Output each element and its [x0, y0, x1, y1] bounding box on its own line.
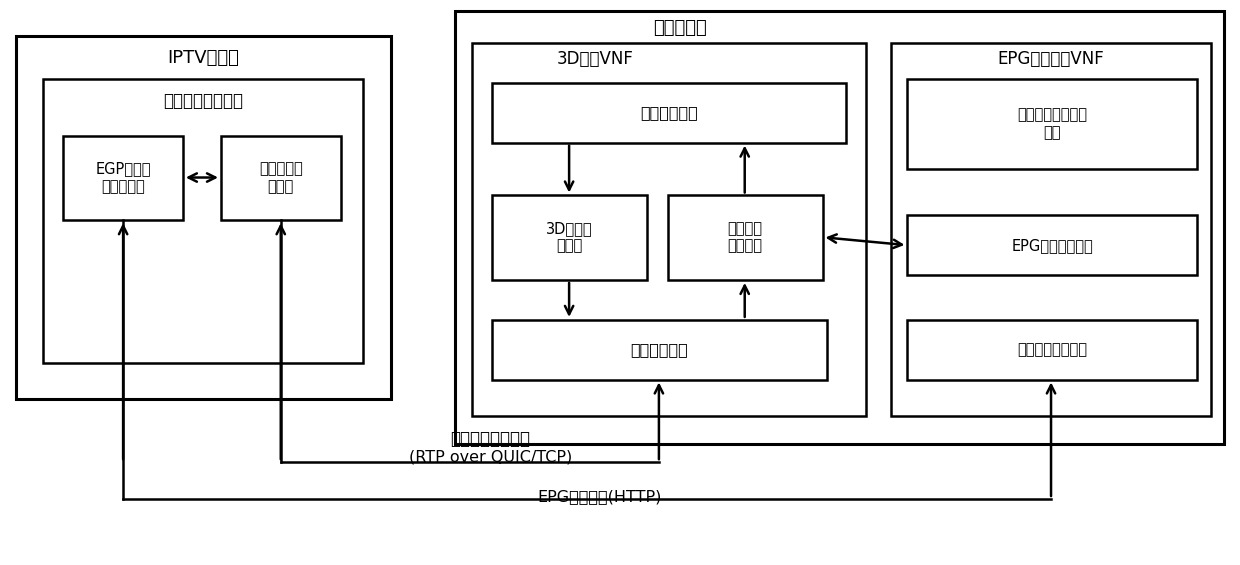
Text: 虚拟机顶盒: 虚拟机顶盒	[653, 19, 707, 37]
Bar	[492, 320, 827, 380]
Text: 操控命令
解析模块: 操控命令 解析模块	[727, 221, 763, 254]
Bar	[492, 83, 847, 143]
Text: 流化业务交互通道: 流化业务交互通道	[450, 430, 531, 448]
Bar	[221, 136, 341, 220]
Text: 3D流化处
理模块: 3D流化处 理模块	[546, 221, 593, 254]
Text: (RTP over QUIC/TCP): (RTP over QUIC/TCP)	[409, 450, 572, 464]
Text: 数据收发模块: 数据收发模块	[630, 342, 688, 357]
Bar	[892, 43, 1210, 416]
Text: EGP交互逻
辑处理模块: EGP交互逻 辑处理模块	[95, 162, 151, 194]
Text: 业务应用模块: 业务应用模块	[640, 105, 698, 120]
Bar	[908, 320, 1197, 380]
Bar	[16, 36, 391, 399]
Text: IPTV机顶盒: IPTV机顶盒	[167, 49, 239, 67]
Bar	[63, 136, 184, 220]
Bar	[43, 79, 362, 363]
Text: EPG界面操控(HTTP): EPG界面操控(HTTP)	[538, 489, 662, 505]
Text: 终端接入管理模块: 终端接入管理模块	[1017, 342, 1087, 357]
Bar	[492, 195, 647, 280]
Text: 流化逻辑处
理模块: 流化逻辑处 理模块	[259, 162, 303, 194]
Bar	[908, 79, 1197, 168]
Bar	[668, 195, 822, 280]
Text: EPG业务管理VNF: EPG业务管理VNF	[998, 50, 1105, 68]
Text: 流化资源调度管理
模块: 流化资源调度管理 模块	[1017, 107, 1087, 140]
Text: EPG界面管理模块: EPG界面管理模块	[1011, 238, 1092, 253]
Text: 虚拟机顶盒客户端: 虚拟机顶盒客户端	[162, 92, 243, 110]
Bar	[908, 215, 1197, 275]
Text: 3D流化VNF: 3D流化VNF	[557, 50, 634, 68]
Bar	[455, 11, 1224, 444]
Bar	[472, 43, 867, 416]
